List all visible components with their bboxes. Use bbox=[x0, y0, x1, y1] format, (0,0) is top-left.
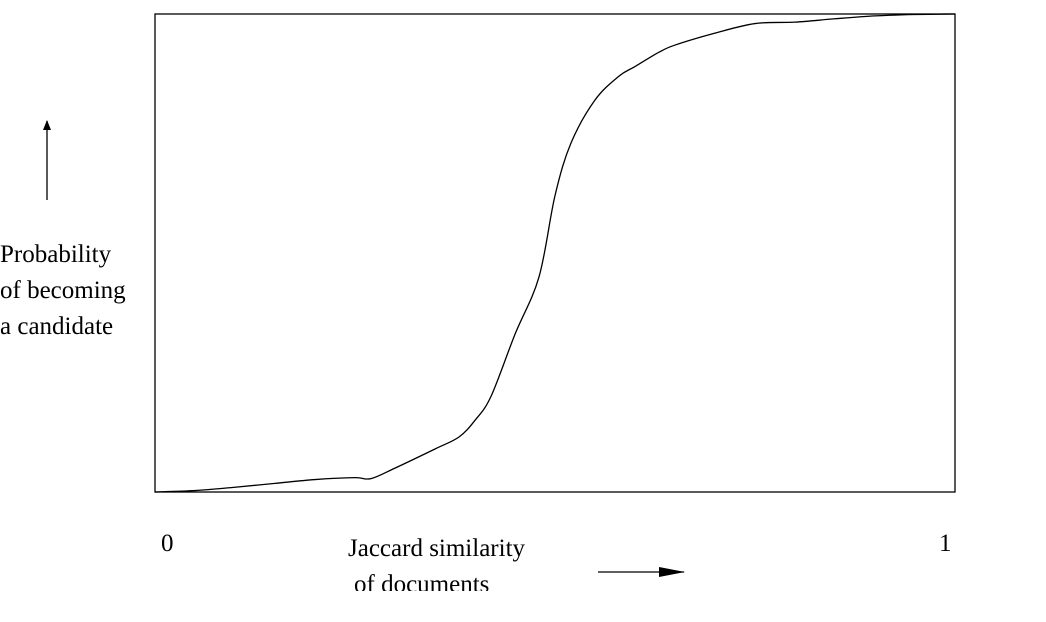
x-axis-label-line-1: Jaccard similarity bbox=[348, 535, 526, 562]
y-axis-label-line-1: Probability bbox=[0, 241, 112, 268]
y-axis-label: Probability of becoming a candidate bbox=[0, 237, 126, 345]
x-axis-label-line-2: of documents bbox=[354, 571, 490, 591]
plot-frame bbox=[154, 13, 956, 493]
x-tick-label-1: 1 bbox=[939, 530, 952, 557]
y-axis-label-line-2: of becoming bbox=[0, 277, 126, 304]
series-line-0 bbox=[154, 13, 956, 493]
x-axis-label: Jaccard similarity of documents bbox=[348, 531, 525, 591]
x-tick-label-0: 0 bbox=[161, 530, 174, 557]
y-axis-label-line-3: a candidate bbox=[0, 313, 114, 340]
